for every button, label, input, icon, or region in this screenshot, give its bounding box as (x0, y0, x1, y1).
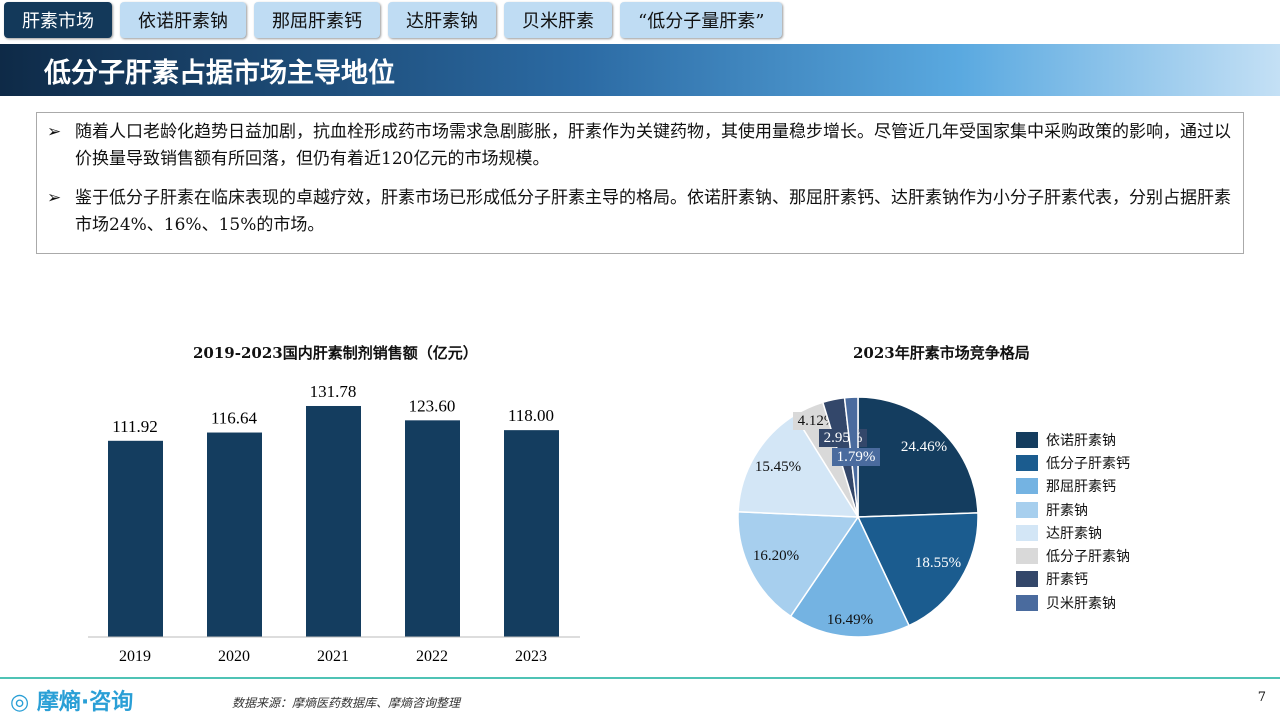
data-source: 数据来源：摩熵医药数据库、摩熵咨询整理 (232, 696, 461, 710)
x-tick-label: 2019 (119, 648, 151, 665)
legend-label: 依诺肝素钠 (1046, 432, 1116, 449)
tab-lmwh[interactable]: “低分子量肝素” (620, 2, 783, 38)
bullet-text: 鉴于低分子肝素在临床表现的卓越疗效，肝素市场已形成低分子肝素主导的格局。依诺肝素… (75, 188, 1231, 235)
x-tick-label: 2020 (218, 648, 250, 665)
legend-item: 达肝素钠 (1016, 521, 1130, 544)
pie-value-label: 16.20% (753, 548, 799, 564)
legend-item: 贝米肝素钠 (1016, 591, 1130, 614)
bullet-text: 随着人口老龄化趋势日益加剧，抗血栓形成药市场需求急剧膨胀，肝素作为关键药物，其使… (75, 122, 1231, 169)
bar-chart-title: 2019-2023国内肝素制剂销售额（亿元） (193, 344, 478, 362)
legend-swatch (1016, 478, 1038, 495)
company-logo: ◎ 摩熵·咨询 (10, 690, 134, 715)
tab-heparin-market[interactable]: 肝素市场 (4, 2, 112, 38)
tab-bar: 肝素市场 依诺肝素钠 那屈肝素钙 达肝素钠 贝米肝素 “低分子量肝素” (4, 2, 783, 38)
legend-label: 那屈肝素钙 (1046, 479, 1116, 496)
pie-value-label: 15.45% (755, 459, 801, 475)
tab-nadroparin[interactable]: 那屈肝素钙 (254, 2, 380, 38)
legend-item: 低分子肝素钙 (1016, 451, 1130, 474)
bar-2021 (306, 405, 361, 637)
legend-label: 肝素钙 (1046, 572, 1088, 589)
legend-swatch (1016, 571, 1038, 588)
page-number: 7 (1257, 690, 1266, 705)
legend-swatch (1016, 501, 1038, 518)
bar-value-label: 118.00 (508, 406, 554, 425)
bar-value-label: 123.60 (409, 396, 456, 415)
tab-dalteparin[interactable]: 达肝素钠 (388, 2, 496, 38)
page-title: 低分子肝素占据市场主导地位 (0, 44, 1280, 96)
pie-value-label: 24.46% (901, 439, 947, 455)
bar-value-label: 131.78 (310, 382, 357, 401)
tab-enoxaparin[interactable]: 依诺肝素钠 (120, 2, 246, 38)
legend-label: 肝素钠 (1046, 502, 1088, 519)
pie-value-label: 1.79% (837, 449, 876, 465)
x-tick-label: 2021 (317, 648, 349, 665)
pie-value-label: 16.49% (827, 612, 873, 628)
legend-item: 低分子肝素钠 (1016, 544, 1130, 567)
legend-swatch (1016, 454, 1038, 471)
bullet-item: ➢ 鉴于低分子肝素在临床表现的卓越疗效，肝素市场已形成低分子肝素主导的格局。依诺肝… (47, 185, 1233, 239)
pie-legend: 依诺肝素钠低分子肝素钙 那屈肝素钙肝素钠达肝素钠低分子肝素钠 肝素钙贝米肝素钠 (1016, 428, 1130, 614)
footer-divider (0, 677, 1280, 679)
legend-label: 达肝素钠 (1046, 525, 1102, 542)
legend-item: 依诺肝素钠 (1016, 428, 1130, 451)
legend-label: 低分子肝素钙 (1046, 455, 1130, 472)
pie-chart-title: 2023年肝素市场竞争格局 (853, 344, 1030, 362)
legend-swatch (1016, 431, 1038, 448)
legend-label: 贝米肝素钠 (1046, 595, 1116, 612)
summary-box: ➢ 随着人口老龄化趋势日益加剧，抗血栓形成药市场需求急剧膨胀，肝素作为关键药物，其… (36, 112, 1244, 254)
arrow-bullet-icon: ➢ (47, 122, 62, 142)
pie-slice-依诺肝素钠 (857, 396, 979, 518)
pie-label-bg (832, 448, 880, 466)
bullet-item: ➢ 随着人口老龄化趋势日益加剧，抗血栓形成药市场需求急剧膨胀，肝素作为关键药物，其… (47, 119, 1233, 173)
legend-item: 肝素钠 (1016, 498, 1130, 521)
bar-2019 (108, 440, 163, 637)
pie-slice-低分子肝素钙 (856, 512, 979, 627)
x-tick-label: 2023 (515, 648, 547, 665)
arrow-bullet-icon: ➢ (47, 188, 62, 208)
legend-item: 那屈肝素钙 (1016, 475, 1130, 498)
legend-swatch (1016, 594, 1038, 611)
legend-swatch (1016, 548, 1038, 565)
x-tick-label: 2022 (416, 648, 448, 665)
legend-swatch (1016, 524, 1038, 541)
pie-slice-肝素钠 (737, 510, 860, 618)
bar-2023 (504, 430, 559, 637)
tab-bemiparin[interactable]: 贝米肝素 (504, 2, 612, 38)
pie-value-label: 18.55% (915, 555, 961, 571)
pie-slice-达肝素钠 (737, 414, 860, 518)
bar-2022 (405, 420, 460, 637)
pie-slice-那屈肝素钙 (789, 515, 911, 638)
bar-value-label: 116.64 (211, 409, 258, 428)
legend-item: 肝素钙 (1016, 568, 1130, 591)
legend-label: 低分子肝素钠 (1046, 549, 1130, 566)
bar-value-label: 111.92 (112, 417, 158, 436)
bar-2020 (207, 432, 262, 637)
